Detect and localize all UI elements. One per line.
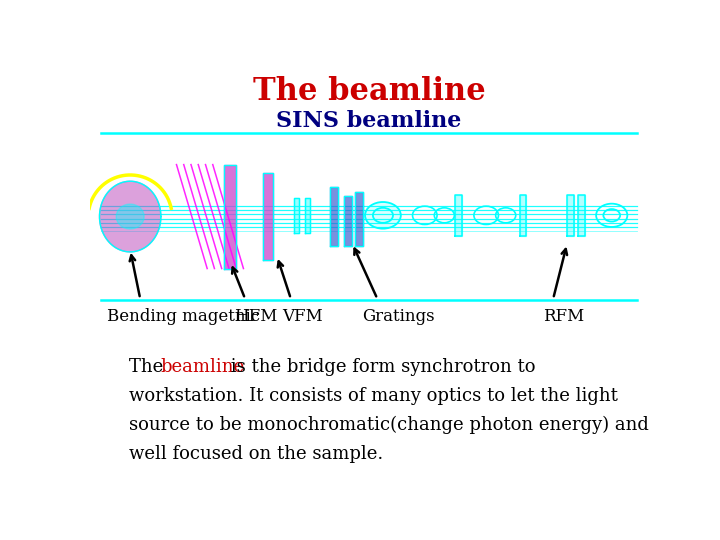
Text: beamline: beamline [160,358,244,376]
Text: RFM: RFM [543,308,585,325]
Polygon shape [344,196,352,246]
Text: Bending magetnic: Bending magetnic [107,308,260,325]
Bar [101,133,636,300]
Polygon shape [263,173,273,260]
Polygon shape [567,194,574,236]
Polygon shape [520,194,526,236]
Text: workstation. It consists of many optics to let the light: workstation. It consists of many optics … [129,387,618,405]
Polygon shape [99,181,161,252]
Text: The: The [129,358,169,376]
Polygon shape [116,204,144,229]
Polygon shape [365,202,401,228]
Text: SINS beamline: SINS beamline [276,110,462,132]
Text: source to be monochromatic(change photon energy) and: source to be monochromatic(change photon… [129,416,649,434]
Polygon shape [330,187,338,246]
Polygon shape [456,194,462,236]
Text: HFM: HFM [234,308,277,325]
Polygon shape [224,165,236,268]
Text: The beamline: The beamline [253,76,485,107]
Polygon shape [294,198,300,233]
Text: Gratings: Gratings [361,308,434,325]
Text: is the bridge form synchrotron to: is the bridge form synchrotron to [225,358,536,376]
Polygon shape [578,194,585,236]
Text: VFM: VFM [282,308,323,325]
Text: well focused on the sample.: well focused on the sample. [129,446,383,463]
Polygon shape [305,198,310,233]
Polygon shape [355,192,364,246]
